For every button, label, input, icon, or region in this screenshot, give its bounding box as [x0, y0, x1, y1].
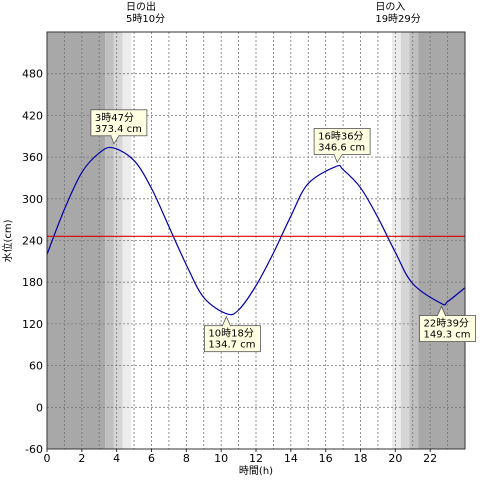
- x-tick-label: 0: [44, 452, 51, 465]
- y-tick-label: -60: [25, 443, 43, 456]
- x-tick-label: 20: [388, 452, 402, 465]
- shading-band: [105, 32, 114, 449]
- x-tick-label: 6: [148, 452, 155, 465]
- y-axis-label: 水位(cm): [1, 219, 14, 262]
- y-tick-label: 60: [29, 360, 43, 373]
- tide-line: [46, 146, 466, 316]
- y-tick-label: 240: [22, 235, 43, 248]
- callout-joint: [334, 153, 342, 156]
- x-tick-label: 2: [78, 452, 85, 465]
- callout-joint: [222, 324, 230, 327]
- x-tick-label: 4: [113, 452, 120, 465]
- x-axis-ticks: 0 2 4 6 8 10 12 14 16 18 20 22: [44, 449, 437, 465]
- y-tick-label: 360: [22, 151, 43, 164]
- x-tick-label: 18: [354, 452, 368, 465]
- x-tick-label: 16: [319, 452, 333, 465]
- grid-lines: [47, 32, 465, 449]
- sunset-time: 19時29分: [375, 13, 420, 25]
- y-tick-label: 180: [22, 276, 43, 289]
- x-tick-label: 14: [284, 452, 298, 465]
- extremum-time: 10時18分: [208, 328, 253, 340]
- extremum-level: 346.6 cm: [318, 142, 365, 153]
- extremum-level: 373.4 cm: [95, 124, 142, 135]
- x-tick-label: 8: [183, 452, 190, 465]
- callout-joint: [111, 134, 119, 137]
- shading-band: [113, 32, 123, 449]
- extremum-level: 134.7 cm: [208, 340, 255, 351]
- callout-box: [203, 325, 261, 353]
- extremum-time: 22時39分: [423, 318, 468, 330]
- shading-band: [122, 32, 132, 449]
- shading-band: [409, 32, 419, 449]
- x-axis-label: 時間(h): [239, 465, 273, 477]
- shading-band: [400, 32, 410, 449]
- shading-band: [418, 32, 465, 449]
- extremum-level: 149.3 cm: [423, 330, 470, 341]
- callout-box: [313, 128, 371, 155]
- x-tick-label: 10: [214, 452, 228, 465]
- extremum-time: 3時47分: [95, 112, 134, 124]
- callout-box: [419, 315, 476, 342]
- y-tick-label: 420: [22, 109, 43, 122]
- sunrise-label: 日の出: [126, 0, 156, 13]
- callout-joint: [437, 314, 445, 317]
- y-tick-label: 480: [22, 68, 43, 81]
- sunrise-time: 5時10分: [126, 13, 165, 25]
- y-tick-label: 300: [22, 193, 43, 206]
- y-tick-label: 0: [36, 401, 43, 414]
- x-tick-label: 22: [423, 452, 437, 465]
- x-tick-label: 12: [249, 452, 263, 465]
- callout-box: [90, 109, 148, 137]
- sunset-label: 日の入: [375, 2, 405, 13]
- y-tick-label: 120: [22, 318, 43, 331]
- extremum-time: 16時36分: [318, 130, 363, 142]
- tide-series: [46, 146, 466, 316]
- y-axis-ticks: -60 0 60 120 180 240 300 360 420 480: [22, 68, 43, 456]
